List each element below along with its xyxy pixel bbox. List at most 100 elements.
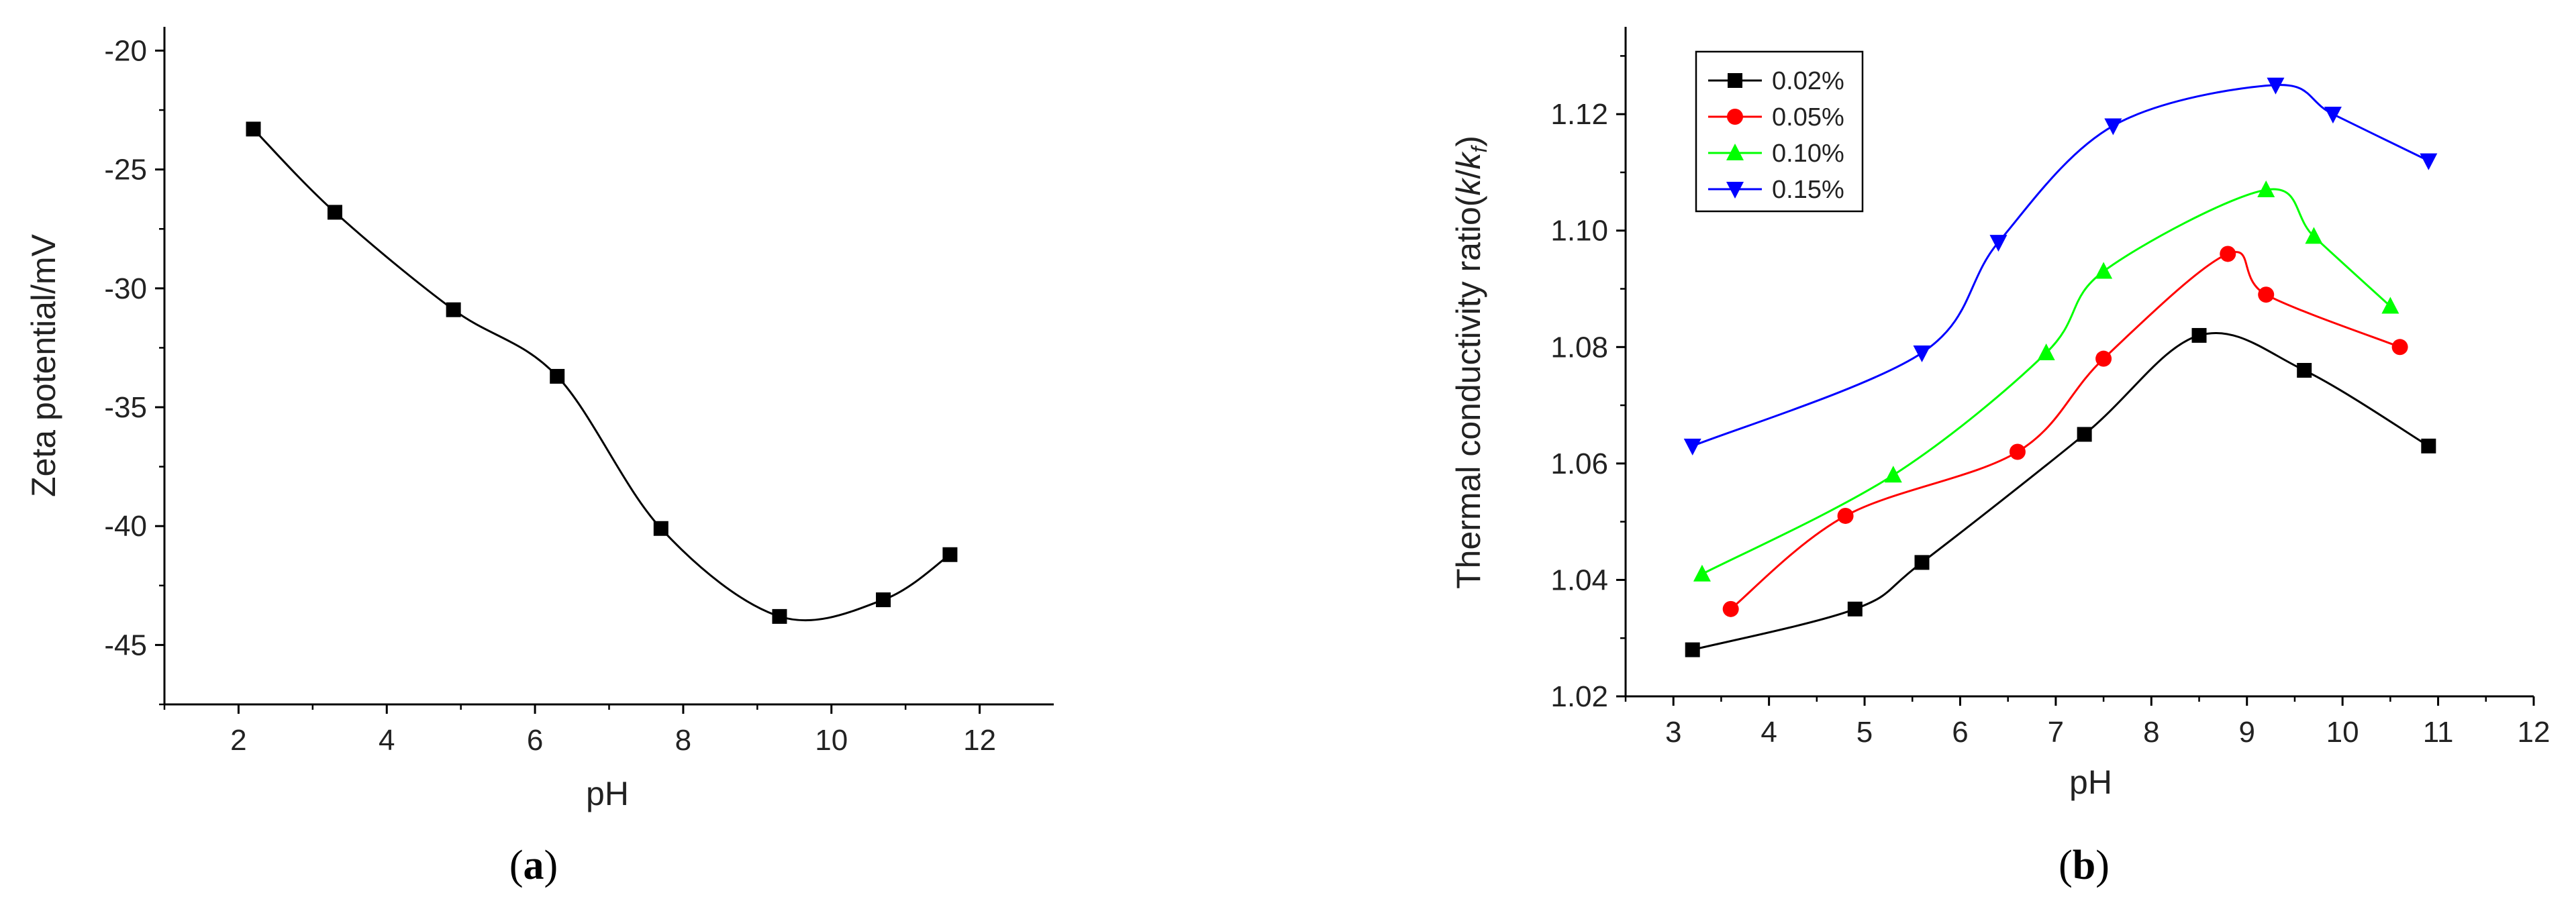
- chart-b-legend-item: 0.10%: [1708, 140, 1844, 168]
- chart-a-y-tick-label: -20: [104, 34, 147, 67]
- chart-b-data-point: [2258, 286, 2275, 303]
- chart-a-x-axis-title: pH: [586, 775, 629, 812]
- chart-b-legend-item: 0.02%: [1708, 67, 1844, 95]
- chart-b-series-line: [1701, 188, 2391, 576]
- chart-a-y-axis-title: Zeta potential/mV: [25, 233, 62, 497]
- chart-b-data-point: [1837, 507, 1854, 524]
- chart-b-x-tick-label: 4: [1761, 716, 1777, 749]
- chart-a-y-tick-label: -45: [104, 629, 147, 661]
- chart-b-data-point: [2009, 443, 2026, 460]
- chart-b-series-0.02%: [1685, 327, 2436, 657]
- chart-b-x-tick-label: 6: [1952, 716, 1968, 749]
- chart-a-x-tick-label: 2: [230, 724, 246, 757]
- chart-b-data-point: [1685, 642, 1700, 657]
- chart-b-data-point: [1913, 345, 1931, 362]
- chart-b-legend-marker: [1727, 109, 1743, 125]
- chart-b-data-point: [2095, 262, 2113, 279]
- chart-b-legend-items: 0.02% 0.05% 0.10% 0.15%: [1708, 67, 1844, 204]
- chart-b-x-tick-label: 5: [1856, 716, 1873, 749]
- chart-a-series-line: [252, 128, 951, 622]
- chart-a-data-point: [446, 302, 461, 317]
- chart-b-data-point: [2391, 339, 2408, 356]
- chart-a-y-tick-label: -25: [104, 154, 147, 186]
- chart-b-legend-box: [1695, 50, 1864, 213]
- chart-b-x-axis-title: pH: [2069, 763, 2112, 801]
- chart-b-data-point: [2297, 363, 2312, 378]
- chart-b-y-tick-label: 1.08: [1550, 331, 1608, 364]
- chart-a-x-ticks: 2 4 6 8 10 12: [163, 704, 996, 757]
- chart-a-data-point: [942, 547, 958, 562]
- chart-b-x-tick-label: 11: [2423, 716, 2454, 749]
- chart-b-legend-marker: [1726, 182, 1744, 199]
- chart-b-y-tick-label: 1.02: [1550, 680, 1608, 713]
- chart-b-y-ticks: 1.02 1.04 1.06 1.08 1.10 1.12: [1550, 55, 1626, 713]
- chart-a-y-tick-label: -40: [104, 510, 147, 543]
- chart-a-x-tick-label: 12: [963, 724, 996, 757]
- chart-b-legend-label: 0.10%: [1772, 140, 1844, 168]
- chart-b: 3 4 5 6 7 8 9 10 11 12 1.02 1.04 1.06 1.08 1.10 1.12 p…: [1450, 27, 2550, 888]
- chart-b-data-point: [1847, 601, 1863, 617]
- chart-b-series-0.10%: [1693, 180, 2399, 582]
- chart-a: 2 4 6 8 10 12 -45 -40 -35 -30 -25 -20 pH Zeta pote…: [25, 27, 1054, 888]
- chart-b-x-tick-label: 10: [2326, 716, 2359, 749]
- chart-b-data-point: [2381, 297, 2399, 314]
- chart-b-data-point: [1914, 555, 1930, 570]
- chart-b-series-0.05%: [1722, 246, 2408, 617]
- chart-b-data-point: [2267, 77, 2285, 95]
- chart-b-legend-label: 0.05%: [1772, 103, 1844, 131]
- chart-b-x-tick-label: 12: [2518, 716, 2550, 749]
- chart-b-axes: [1624, 27, 2534, 698]
- chart-b-data-point: [2305, 227, 2323, 244]
- chart-b-legend: 0.02% 0.05% 0.10% 0.15%: [1695, 50, 1864, 213]
- chart-b-x-tick-label: 8: [2143, 716, 2159, 749]
- chart-b-series-line: [1730, 251, 2401, 610]
- chart-b-series-line: [1692, 84, 2429, 447]
- chart-a-x-tick-label: 8: [675, 724, 691, 757]
- chart-a-y-tick-label: -30: [104, 272, 147, 305]
- chart-b-data-point: [2077, 427, 2092, 442]
- chart-b-data-point: [1683, 438, 1701, 456]
- chart-b-legend-marker: [1726, 144, 1744, 160]
- chart-b-legend-item: 0.05%: [1708, 103, 1844, 131]
- chart-a-data-point: [653, 521, 668, 536]
- chart-b-data-point: [1884, 466, 1902, 483]
- chart-a-x-tick-label: 4: [379, 724, 395, 757]
- chart-b-x-ticks: 3 4 5 6 7 8 9 10 11 12: [1624, 696, 2550, 749]
- chart-b-y-tick-label: 1.06: [1550, 447, 1608, 480]
- chart-b-legend-marker: [1728, 73, 1742, 88]
- chart-b-data-point: [1989, 235, 2008, 252]
- chart-b-x-tick-label: 7: [2048, 716, 2064, 749]
- chart-a-data-point: [876, 592, 891, 608]
- chart-b-data-point: [1693, 564, 1711, 582]
- chart-b-y-tick-label: 1.04: [1550, 564, 1608, 596]
- chart-b-data-point: [2037, 343, 2055, 360]
- chart-a-y-tick-label: -35: [104, 391, 147, 424]
- chart-b-x-tick-label: 3: [1665, 716, 1681, 749]
- chart-b-legend-item: 0.15%: [1708, 176, 1844, 204]
- chart-b-data-point: [2220, 246, 2236, 262]
- chart-b-legend-label: 0.02%: [1772, 67, 1844, 95]
- chart-a-data-point: [772, 608, 787, 624]
- panel-label-b: (b): [2059, 843, 2110, 888]
- chart-a-axes: [163, 27, 1054, 706]
- chart-b-data-point: [2191, 327, 2207, 343]
- chart-a-data-point: [327, 205, 342, 220]
- chart-b-series-line: [1692, 331, 2430, 651]
- chart-b-data-point: [2421, 438, 2436, 453]
- chart-a-series: [246, 121, 958, 624]
- panel-label-a: (a): [509, 843, 558, 888]
- chart-b-data-point: [2104, 118, 2122, 136]
- chart-b-data-point: [2095, 350, 2112, 367]
- chart-b-y-axis-title: Thermal conductivity ratio(k/kf): [1450, 136, 1491, 589]
- chart-b-data-point: [2324, 107, 2342, 124]
- chart-b-y-tick-label: 1.10: [1550, 215, 1608, 248]
- chart-a-x-tick-label: 6: [527, 724, 543, 757]
- chart-a-data-point: [246, 121, 261, 137]
- chart-a-series-zeta: [246, 121, 958, 624]
- chart-b-series-0.15%: [1683, 77, 2438, 456]
- chart-a-y-ticks: -45 -40 -35 -30 -25 -20: [104, 34, 164, 706]
- chart-b-data-point: [2257, 180, 2275, 197]
- chart-a-x-tick-label: 10: [815, 724, 848, 757]
- chart-b-legend-label: 0.15%: [1772, 176, 1844, 204]
